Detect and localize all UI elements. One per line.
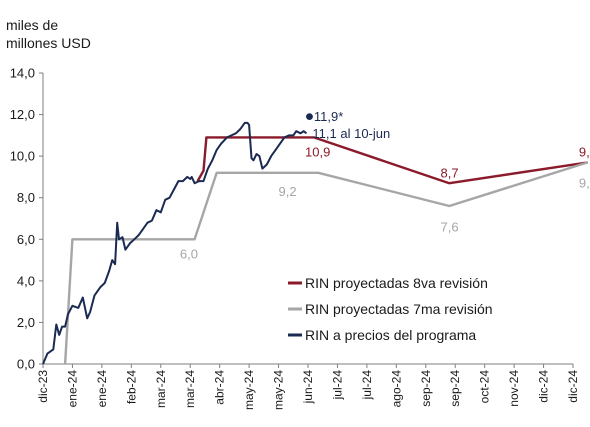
x-tick-label: oct-24 (478, 370, 492, 404)
data-label: 6,0 (180, 246, 198, 261)
y-tick-label: 10,0 (10, 149, 35, 164)
x-tick-label: may-24 (242, 370, 256, 410)
y-tick-label: 2,0 (17, 315, 35, 330)
data-label: 9,2 (279, 184, 297, 199)
point-marker (306, 113, 313, 121)
x-tick-label: dic-24 (537, 370, 551, 403)
y-axis-unit-label: miles de millones USD (6, 17, 91, 51)
legend-label: RIN proyectadas 7ma revisión (305, 301, 493, 317)
x-tick-label: abr-24 (213, 370, 227, 405)
data-label: 9,7 (579, 144, 590, 159)
x-tick-label: sep-24 (448, 370, 462, 407)
x-tick-label: dic-23 (36, 370, 50, 403)
x-tick-label: ene-24 (95, 370, 109, 408)
y-axis-unit-line-1: miles de (6, 17, 58, 33)
y-axis-unit-line-2: millones USD (6, 35, 91, 51)
y-tick-label: 8,0 (17, 190, 35, 205)
y-axis: 0,0 2,0 4,0 6,0 8,0 10,0 12,0 14,0 (10, 66, 44, 372)
series-line (42, 121, 308, 365)
x-tick-label: ene-24 (65, 370, 79, 408)
x-tick-label: jun-24 (301, 370, 315, 405)
x-axis: dic-23 ene-24 ene-24 feb-24 mar-24 mar-24 abr-… (36, 363, 580, 410)
x-tick-label: jul-24 (330, 370, 344, 401)
x-tick-label: feb-24 (124, 370, 138, 404)
legend-label: RIN proyectadas 8va revisión (305, 275, 488, 291)
y-tick-label: 14,0 (10, 66, 35, 81)
data-label: 7,6 (441, 219, 459, 234)
series-line (63, 161, 589, 365)
y-tick-label: 6,0 (17, 232, 35, 247)
data-label: 11,1 al 10-jun (312, 126, 390, 141)
x-tick-label: ago-24 (389, 370, 403, 408)
x-tick-label: dic-24 (566, 370, 580, 403)
data-label: 8,7 (441, 165, 459, 180)
data-label: 10,9 (305, 144, 330, 159)
data-label: 9,7 (579, 176, 590, 191)
x-tick-label: sep-24 (419, 370, 433, 407)
legend: RIN proyectadas 8va revisión RIN proyecta… (288, 275, 493, 343)
y-tick-label: 12,0 (10, 107, 35, 122)
legend-label: RIN a precios del programa (305, 327, 476, 343)
y-tick-label: 4,0 (17, 273, 35, 288)
x-tick-label: nov-24 (507, 370, 521, 407)
series-line (196, 136, 588, 185)
x-tick-label: may-24 (272, 370, 286, 410)
data-label: 11,9* (314, 109, 343, 124)
x-tick-label: mar-24 (183, 370, 197, 408)
y-tick-label: 0,0 (17, 357, 35, 372)
x-tick-label: mar-24 (154, 370, 168, 408)
x-tick-label: jul-24 (360, 370, 374, 401)
series-layer (42, 113, 589, 365)
annotations-layer: 11,9* 11,1 al 10-jun 10,9 9,2 6,0 8,7 7,6 9,7 9,… (180, 109, 590, 261)
